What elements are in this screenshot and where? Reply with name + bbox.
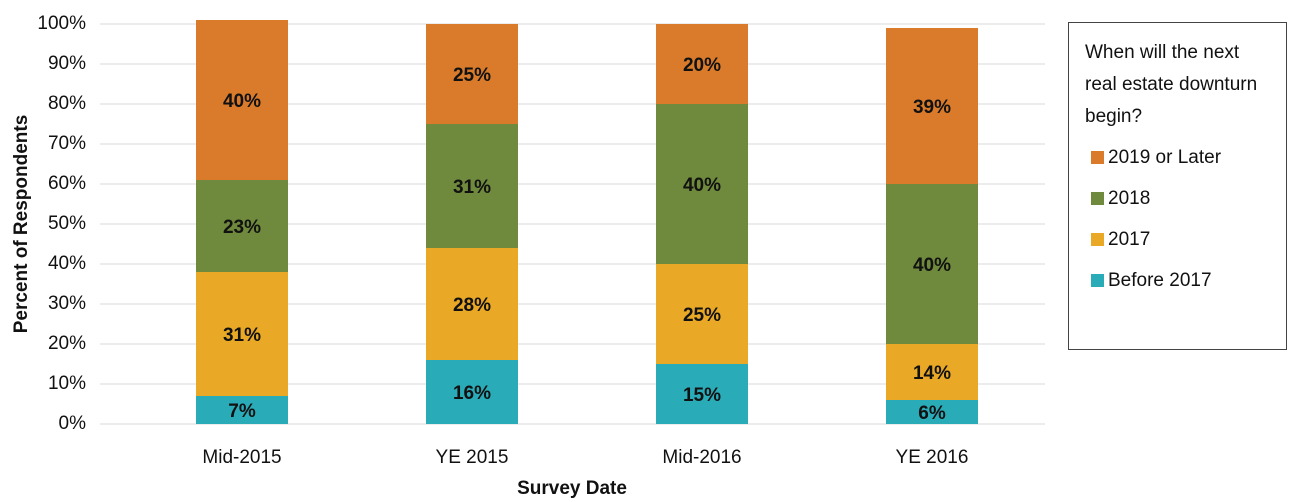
bar-segment: [426, 24, 518, 124]
bar-segment: [886, 344, 978, 400]
data-label: 31%: [453, 177, 491, 198]
bar-segment: [656, 264, 748, 364]
legend-item: Before 2017: [1085, 260, 1276, 301]
data-label: 31%: [223, 325, 261, 346]
data-label: 25%: [453, 65, 491, 86]
bar-segment: [886, 184, 978, 344]
chart: Percent of Respondents Survey Date 0% 10%…: [11, 13, 1045, 499]
data-label: 40%: [913, 255, 951, 276]
x-tick-label: YE 2016: [896, 447, 969, 468]
bar-segment: [196, 20, 288, 180]
data-label: 15%: [683, 385, 721, 406]
bar-segment: [196, 180, 288, 272]
y-tick-label: 20%: [48, 333, 86, 354]
x-tick-label: YE 2015: [436, 447, 509, 468]
x-tick-label: Mid-2016: [662, 447, 741, 468]
bar-segment: [656, 24, 748, 104]
data-label: 40%: [683, 175, 721, 196]
bar-segment: [656, 364, 748, 424]
data-label: 25%: [683, 305, 721, 326]
bar-segment: [426, 248, 518, 360]
legend-item: 2019 or Later: [1085, 137, 1276, 178]
data-label: 28%: [453, 295, 491, 316]
data-label: 14%: [913, 363, 951, 384]
y-tick-label: 30%: [48, 293, 86, 314]
legend-swatch: [1091, 233, 1104, 246]
data-label: 7%: [228, 401, 256, 422]
y-tick-label: 100%: [37, 13, 86, 34]
data-label: 39%: [913, 97, 951, 118]
y-axis-label: Percent of Respondents: [11, 115, 32, 334]
x-axis-label: Survey Date: [517, 478, 627, 499]
legend-label: 2019 or Later: [1108, 146, 1222, 168]
legend-label: 2018: [1108, 187, 1151, 209]
legend-item: 2018: [1085, 178, 1276, 219]
bar-segment: [426, 124, 518, 248]
data-label: 23%: [223, 217, 261, 238]
legend-swatch: [1091, 274, 1104, 287]
y-tick-label: 0%: [59, 413, 87, 434]
bar-segment: [886, 28, 978, 184]
legend-title: When will the next real estate downturn …: [1085, 42, 1258, 127]
y-tick-label: 40%: [48, 253, 86, 274]
bar-segment: [656, 104, 748, 264]
data-label: 6%: [918, 403, 946, 424]
bar-segment: [426, 360, 518, 424]
legend-swatch: [1091, 151, 1104, 164]
data-label: 40%: [223, 91, 261, 112]
bar-segment: [196, 272, 288, 396]
y-tick-label: 80%: [48, 93, 86, 114]
bar-segment: [196, 396, 288, 424]
y-tick-label: 50%: [48, 213, 86, 234]
legend: When will the next real estate downturn …: [1068, 22, 1287, 350]
legend-label: 2017: [1108, 228, 1151, 250]
legend-item: 2017: [1085, 219, 1276, 260]
y-tick-label: 90%: [48, 53, 86, 74]
legend-swatch: [1091, 192, 1104, 205]
legend-label: Before 2017: [1108, 269, 1212, 291]
data-label: 20%: [683, 55, 721, 76]
bar-segment: [886, 400, 978, 424]
y-tick-label: 60%: [48, 173, 86, 194]
y-tick-label: 70%: [48, 133, 86, 154]
data-label: 16%: [453, 383, 491, 404]
x-tick-label: Mid-2015: [202, 447, 281, 468]
y-tick-label: 10%: [48, 373, 86, 394]
